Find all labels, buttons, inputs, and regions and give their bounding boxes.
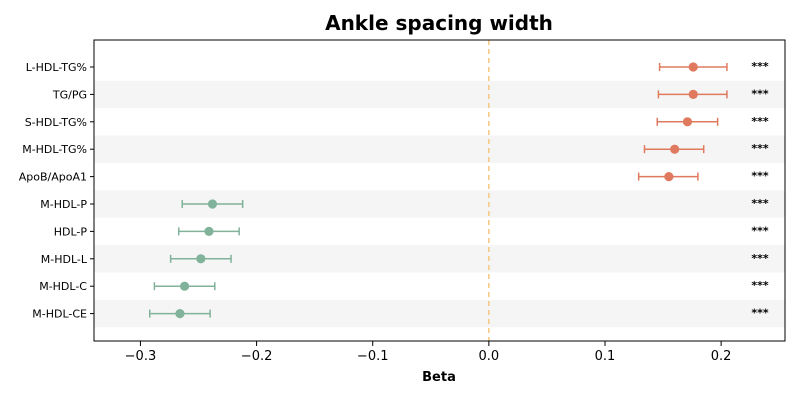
beta-point [207,199,218,209]
significance-label: *** [751,115,769,128]
significance-label: *** [751,142,769,155]
x-tick-label: 0.2 [711,349,732,364]
y-tick-label: HDL-P [54,225,88,238]
beta-point [688,62,698,72]
y-tick-label: S-HDL-TG% [25,116,87,129]
x-tick-label: −0.2 [241,349,273,364]
beta-point [179,281,190,291]
plot-frame [93,39,786,342]
significance-label: *** [751,170,769,183]
significance-label: *** [751,224,769,237]
significance-label: *** [751,197,769,210]
y-axis: L-HDL-TG% TG/PG S-HDL-TG% M-HDL-TG% ApoB/Apo… [19,61,94,321]
significance-label: *** [751,87,769,100]
beta-point [175,309,185,319]
significance-label: *** [751,307,769,320]
x-tick-label: 0.1 [595,349,616,364]
x-tick-label: 0.0 [479,349,500,364]
y-tick-label: M-HDL-L [41,253,88,266]
y-tick-label: TG/PG [52,88,87,101]
y-tick-label: M-HDL-C [39,280,87,293]
beta-point [204,226,214,236]
significance-label: *** [751,252,769,265]
beta-point [670,144,680,154]
plot-marks: *** *** *** *** *** *** *** *** *** *** [148,60,769,320]
beta-point [682,117,693,127]
beta-point [664,172,674,182]
y-tick-label: ApoB/ApoA1 [19,171,87,184]
x-axis: −0.3 −0.2 −0.1 0.0 0.1 0.2 [125,341,732,364]
significance-label: *** [751,60,769,73]
chart-title: Ankle spacing width [325,11,553,35]
y-tick-label: M-HDL-CE [32,308,87,321]
x-tick-label: −0.3 [125,349,157,364]
y-tick-label: M-HDL-P [40,198,87,211]
y-tick-label: M-HDL-TG% [22,143,87,156]
x-axis-label: Beta [422,370,456,385]
beta-point [688,89,698,99]
x-tick-label: −0.1 [357,349,389,364]
significance-label: *** [751,279,769,292]
beta-point [196,254,206,264]
y-tick-label: L-HDL-TG% [26,61,87,74]
